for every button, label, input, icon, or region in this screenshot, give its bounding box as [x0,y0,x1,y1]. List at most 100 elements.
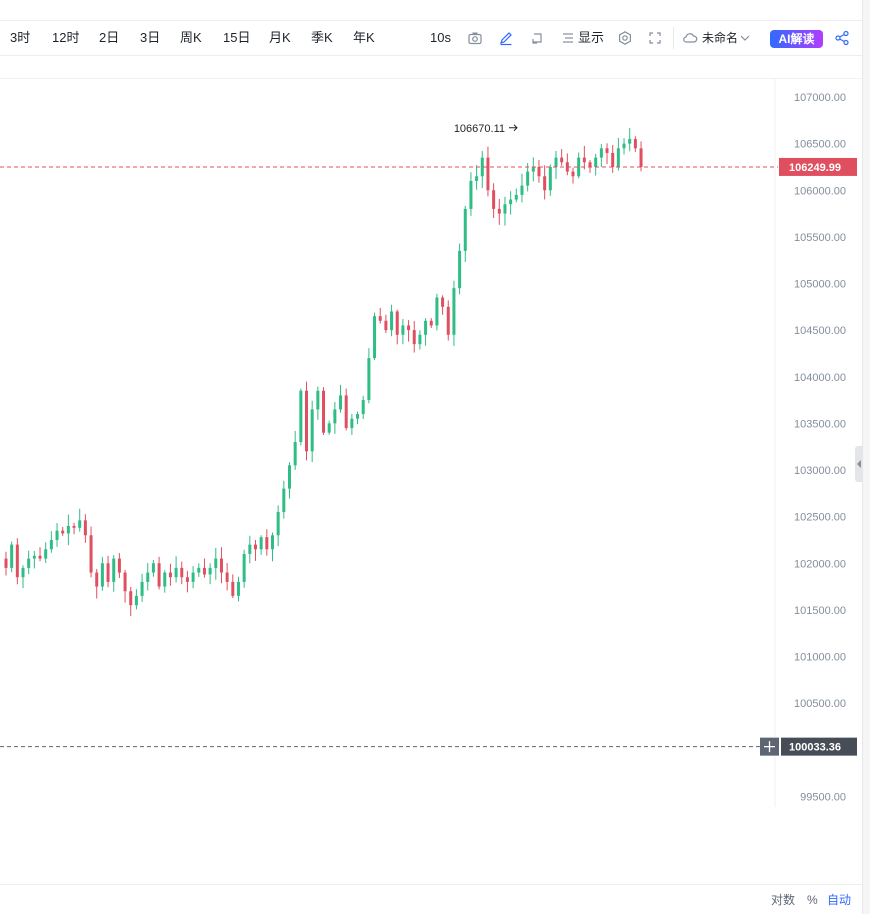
candle-body [514,194,518,200]
candle-body [288,465,291,489]
kline-chart-svg[interactable]: 107000.00 106500.00 106000.00 105500.00 1050… [0,1,862,807]
candle-body [10,544,14,568]
display-button[interactable]: 显示 [578,30,605,45]
price-tick-label: 103000.00 [794,465,846,477]
candle-body [492,190,496,209]
layout-name-dropdown[interactable]: 未命名 [702,31,739,45]
candle-body [248,544,252,554]
log-scale-toggle[interactable]: 对数 [771,893,796,907]
candle-body [350,418,354,429]
candle-body [628,138,632,144]
candle-body [452,288,456,335]
candle-body [543,176,547,191]
candle-body [4,558,8,568]
candle-body [486,157,490,191]
ai-analysis-button[interactable]: AI解读 [770,30,823,48]
candle-body [441,297,445,307]
auto-scale-toggle[interactable]: 自动 [827,893,852,907]
candle-body [265,537,269,550]
candle-body [378,316,382,321]
candle-body [78,520,82,528]
interval-week[interactable]: 周K [180,30,202,45]
candle-body [458,250,462,289]
candle-body [577,157,581,177]
candle-body [633,138,637,149]
candle-body [163,572,167,587]
candle-body [435,297,439,326]
candle-body [123,572,127,592]
display-list-icon[interactable] [560,30,576,46]
candle-body [639,148,643,167]
candle-body [384,320,388,331]
fullscreen-icon[interactable] [647,30,663,46]
interval-toolbar: 3时 12时 2日 3日 周K 15日 月K 季K 年K 10s 显示 未命名 … [0,20,862,56]
interval-15d[interactable]: 15日 [223,30,251,45]
candle-body [599,148,603,158]
interval-12h[interactable]: 12时 [52,30,80,45]
price-tick-label: 105500.00 [794,232,846,244]
candle-body [356,414,360,419]
current-price-tag [779,157,857,176]
price-tick-label: 104500.00 [794,325,846,337]
candle-body [180,567,184,578]
interval-3h[interactable]: 3时 [10,30,31,45]
candle-body [395,311,399,335]
candle-body [333,409,337,424]
interval-month[interactable]: 月K [269,30,291,45]
candle-body [497,208,501,214]
candle-body [214,558,218,568]
kline-chart[interactable]: 107000.00 106500.00 106000.00 105500.00 1050… [0,78,862,859]
price-tick-label: 104000.00 [794,372,846,384]
candle-body [344,395,348,429]
price-tick-label: 99500.00 [800,791,846,803]
candle-body [429,320,433,326]
candle-body [424,320,428,335]
interval-quarter[interactable]: 季K [311,30,333,45]
candle-body [49,539,53,550]
plus-icon[interactable] [764,741,775,753]
share-icon[interactable] [834,30,850,46]
undo-icon[interactable] [529,30,545,46]
crosshair-price-tag [781,737,857,756]
percent-scale-toggle[interactable]: % [807,893,818,907]
candle-body [316,390,320,410]
candle-body [270,535,274,550]
candle-body [526,171,530,186]
camera-icon[interactable] [467,30,483,46]
candle-body [95,572,99,587]
candle-body [112,558,116,582]
refresh-interval-button[interactable]: 10s [430,30,451,45]
high-marker-arrow [509,124,518,132]
candle-body [571,171,575,177]
candle-body [185,577,189,582]
candle-body [66,525,70,534]
candle-body [242,553,246,582]
candle-body [373,316,377,359]
interval-3d[interactable]: 3日 [140,30,161,45]
draw-pencil-icon[interactable] [498,30,514,46]
candle-body [89,535,93,573]
chevron-left-icon[interactable] [855,446,863,482]
collapse-panel-handle[interactable] [855,446,863,482]
candle-body [582,157,586,163]
candle-body [117,558,121,573]
interval-2d[interactable]: 2日 [99,30,120,45]
candle-body [174,567,178,578]
cloud-icon[interactable] [682,30,698,46]
candle-body [15,544,19,578]
price-tick-label: 106000.00 [794,185,846,197]
candle-body [157,563,161,587]
candle-body [236,581,240,596]
chart-bottom-bar: 对数 % 自动 [0,884,862,915]
candle-body [361,400,365,415]
candle-body [293,442,297,466]
settings-icon[interactable] [617,30,633,46]
interval-year[interactable]: 年K [353,30,375,45]
candle-body [61,530,65,534]
toolbar-divider [673,27,674,49]
candle-body [520,185,524,195]
chevron-down-icon[interactable] [739,30,751,46]
price-tick-label: 106500.00 [794,139,846,151]
candle-body [253,544,257,550]
candle-body [446,306,450,335]
